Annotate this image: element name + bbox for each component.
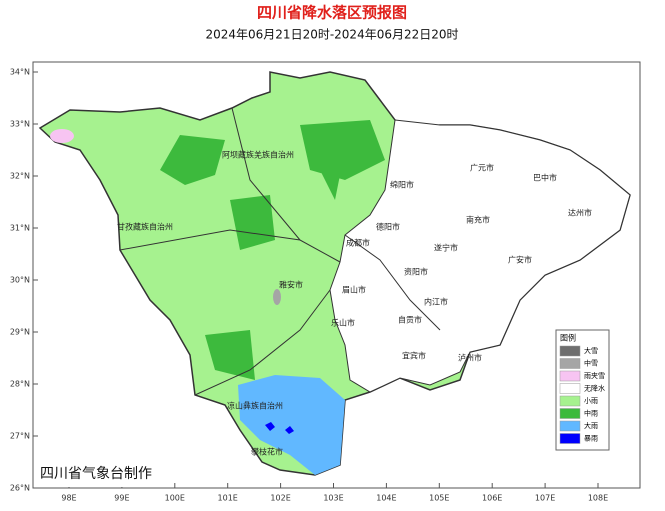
region-label: 攀枝花市 xyxy=(251,447,283,457)
lat-label: 28°N xyxy=(10,380,30,389)
legend-swatch xyxy=(559,395,581,407)
lon-label: 107E xyxy=(535,494,555,503)
lon-label: 103E xyxy=(323,494,343,503)
title: 四川省降水落区预报图 xyxy=(257,4,407,22)
no-rain-area xyxy=(329,119,631,393)
region-label: 资阳市 xyxy=(404,267,428,277)
lon-label: 108E xyxy=(588,494,608,503)
subtitle: 2024年06月21日20时-2024年06月22日20时 xyxy=(205,28,458,42)
heavy-rain-area xyxy=(238,375,345,475)
region-label: 雅安市 xyxy=(279,280,303,290)
legend-label: 中雨 xyxy=(584,409,598,418)
region-label: 自贡市 xyxy=(398,315,422,325)
legend-swatch xyxy=(559,345,581,357)
region-label: 宜宾市 xyxy=(402,351,426,361)
region-label: 凉山彝族自治州 xyxy=(227,401,283,411)
lon-label: 98E xyxy=(61,494,76,503)
region-label: 德阳市 xyxy=(376,222,400,232)
lon-label: 102E xyxy=(270,494,290,503)
region-label: 甘孜藏族自治州 xyxy=(117,222,173,232)
region-label: 内江市 xyxy=(424,297,448,307)
rainstorm-spots xyxy=(265,422,294,434)
lon-label: 106E xyxy=(482,494,502,503)
lon-label: 105E xyxy=(429,494,449,503)
region-label: 阿坝藏族羌族自治州 xyxy=(222,150,294,160)
legend-swatch xyxy=(559,408,581,419)
legend-label: 小雨 xyxy=(584,396,598,405)
legend-label: 大雪 xyxy=(584,346,598,355)
region-label: 遂宁市 xyxy=(434,243,458,253)
region-label: 眉山市 xyxy=(342,285,366,295)
lon-label: 99E xyxy=(114,494,129,503)
map-shapes xyxy=(38,71,631,476)
region-label: 乐山市 xyxy=(331,318,355,328)
lat-label: 32°N xyxy=(10,172,30,181)
moderate-snow-spot xyxy=(273,289,281,305)
legend-label: 中雪 xyxy=(584,359,598,368)
legend-swatch xyxy=(559,433,581,444)
lat-label: 26°N xyxy=(10,484,30,493)
region-label: 广安市 xyxy=(508,255,532,265)
credit-box xyxy=(34,462,170,487)
legend-swatch xyxy=(559,358,581,369)
legend-swatch xyxy=(559,370,581,382)
legend-label: 暴雨 xyxy=(584,435,598,443)
lon-label: 101E xyxy=(218,494,238,503)
lon-label: 100E xyxy=(165,494,185,503)
region-label: 南充市 xyxy=(466,215,490,225)
legend-swatch xyxy=(559,383,581,394)
legend-label: 雨夹雪 xyxy=(584,371,605,380)
lat-label: 29°N xyxy=(10,328,30,337)
region-label: 绵阳市 xyxy=(390,180,414,190)
boundaries xyxy=(119,107,441,396)
region-label: 巴中市 xyxy=(533,173,557,183)
lat-label: 34°N xyxy=(10,68,30,77)
legend-label: 无降水 xyxy=(584,384,605,393)
lon-label: 104E xyxy=(376,494,396,503)
lat-label: 33°N xyxy=(10,120,30,129)
region-label: 泸州市 xyxy=(458,353,482,363)
lat-label: 27°N xyxy=(10,432,30,441)
credit: 四川省气象台制作 xyxy=(40,466,152,482)
region-label: 广元市 xyxy=(470,163,494,173)
moderate-rain-patches xyxy=(160,120,385,380)
lat-label: 30°N xyxy=(10,276,30,285)
region-label: 成都市 xyxy=(346,238,370,248)
legend-label: 大雨 xyxy=(584,421,598,430)
legend-swatch xyxy=(559,420,581,432)
sleet-spot xyxy=(50,129,74,143)
region-label: 达州市 xyxy=(568,208,592,218)
lat-label: 31°N xyxy=(10,224,30,233)
legend-title: 图例 xyxy=(560,333,576,343)
